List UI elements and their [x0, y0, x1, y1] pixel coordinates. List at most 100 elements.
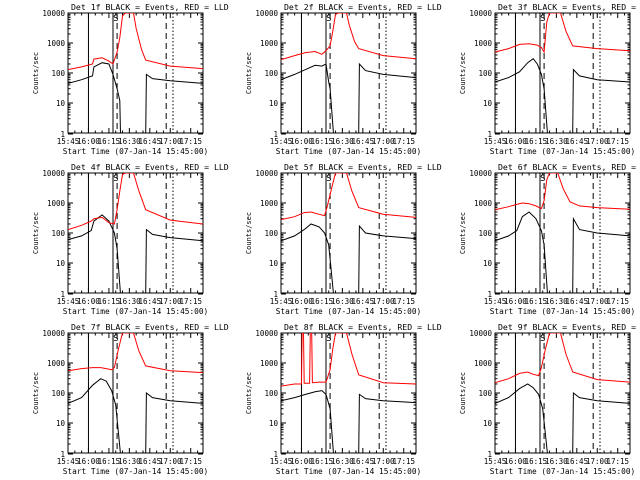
- x-tick-label: 17:15: [606, 297, 629, 306]
- start-annotation: S: [326, 14, 331, 24]
- x-tick-label: 16:15: [525, 457, 548, 466]
- y-tick-label: 10: [483, 419, 493, 428]
- start-annotation: S: [113, 14, 118, 24]
- y-tick-label: 1: [487, 450, 492, 459]
- x-tick-label: 16:00: [504, 137, 527, 146]
- x-axis-label: Start Time (07-Jan-14 15:45:00): [490, 307, 636, 316]
- x-axis-label: Start Time (07-Jan-14 15:45:00): [276, 307, 422, 316]
- y-tick-label: 1: [487, 290, 492, 299]
- series-events: [281, 390, 416, 453]
- x-tick-label: 17:15: [179, 457, 202, 466]
- x-axis-label: Start Time (07-Jan-14 15:45:00): [63, 467, 209, 476]
- x-axis-label: Start Time (07-Jan-14 15:45:00): [490, 147, 636, 156]
- y-tick-label: 1000: [260, 359, 279, 368]
- x-axis-label: Start Time (07-Jan-14 15:45:00): [63, 307, 209, 316]
- x-tick-label: 16:45: [139, 457, 162, 466]
- x-tick-label: 17:15: [392, 137, 415, 146]
- chart-title: Det 2f BLACK = Events, RED = LLD: [284, 2, 442, 12]
- y-axis-label: Counts/sec: [32, 52, 40, 94]
- x-tick-label: 17:00: [372, 297, 395, 306]
- start-annotation: S: [540, 334, 545, 344]
- y-axis-label: Counts/sec: [459, 52, 467, 94]
- series-events: [281, 223, 416, 293]
- y-tick-label: 1000: [47, 39, 66, 48]
- x-tick-label: 16:30: [331, 137, 354, 146]
- x-tick-label: 17:00: [372, 137, 395, 146]
- x-tick-label: 16:30: [545, 297, 568, 306]
- x-tick-label: 16:45: [352, 457, 375, 466]
- y-tick-label: 10000: [255, 9, 278, 18]
- series-lld: [495, 333, 630, 384]
- y-tick-label: 1: [60, 450, 65, 459]
- chart-panel: Det 4f BLACK = Events, RED = LLD 1 10 100 10…: [32, 162, 229, 316]
- y-tick-label: 1000: [260, 39, 279, 48]
- x-axis-label: Start Time (07-Jan-14 15:45:00): [490, 467, 636, 476]
- x-tick-label: 15:45: [484, 297, 507, 306]
- y-axis-label: Counts/sec: [245, 372, 253, 414]
- x-tick-label: 16:15: [525, 137, 548, 146]
- y-tick-label: 1000: [260, 199, 279, 208]
- series-events: [68, 378, 203, 453]
- series-lld: [281, 13, 416, 61]
- x-tick-label: 15:45: [270, 457, 293, 466]
- series-lld: [68, 173, 203, 231]
- y-tick-label: 100: [478, 389, 492, 398]
- y-tick-label: 10000: [469, 9, 492, 18]
- x-tick-label: 17:15: [606, 137, 629, 146]
- x-tick-label: 17:00: [159, 297, 182, 306]
- x-tick-label: 16:45: [139, 137, 162, 146]
- chart-title: Det 3f BLACK = Events, RED = LLD: [498, 2, 640, 12]
- x-tick-label: 16:00: [290, 457, 313, 466]
- x-tick-label: 16:30: [545, 137, 568, 146]
- y-tick-label: 1: [273, 130, 278, 139]
- x-tick-label: 17:00: [586, 137, 609, 146]
- x-tick-label: 16:00: [290, 297, 313, 306]
- x-tick-label: 15:45: [57, 457, 80, 466]
- y-tick-label: 1000: [474, 199, 493, 208]
- y-axis-label: Counts/sec: [245, 52, 253, 94]
- start-annotation: S: [326, 174, 331, 184]
- x-tick-label: 16:45: [139, 297, 162, 306]
- y-tick-label: 1000: [474, 359, 493, 368]
- x-tick-label: 17:15: [606, 457, 629, 466]
- x-tick-label: 15:45: [484, 137, 507, 146]
- chart-title: Det 8f BLACK = Events, RED = LLD: [284, 322, 442, 332]
- y-tick-label: 100: [51, 389, 65, 398]
- start-annotation: S: [540, 174, 545, 184]
- y-tick-label: 10000: [255, 329, 278, 338]
- x-tick-label: 16:00: [77, 137, 100, 146]
- y-tick-label: 1: [60, 130, 65, 139]
- y-tick-label: 10: [56, 99, 66, 108]
- y-tick-label: 10: [56, 419, 66, 428]
- y-tick-label: 10000: [42, 9, 65, 18]
- chart-panel: Det 2f BLACK = Events, RED = LLD 1 10 100 10…: [245, 2, 442, 156]
- chart-title: Det 6f BLACK = Events, RED = LLD: [498, 162, 640, 172]
- y-tick-label: 100: [51, 229, 65, 238]
- y-tick-label: 1: [273, 450, 278, 459]
- x-tick-label: 16:30: [331, 297, 354, 306]
- chart-title: Det 9f BLACK = Events, RED = LLD: [498, 322, 640, 332]
- y-tick-label: 10: [269, 259, 279, 268]
- x-tick-label: 17:15: [392, 297, 415, 306]
- series-lld: [68, 333, 203, 374]
- x-tick-label: 16:30: [118, 457, 141, 466]
- series-lld: [281, 173, 416, 221]
- x-tick-label: 16:00: [77, 457, 100, 466]
- chart-panel: Det 6f BLACK = Events, RED = LLD 1 10 100 10…: [459, 162, 640, 316]
- start-annotation: S: [326, 334, 331, 344]
- x-tick-label: 16:00: [77, 297, 100, 306]
- x-tick-label: 16:45: [352, 297, 375, 306]
- y-tick-label: 10000: [255, 169, 278, 178]
- x-tick-label: 17:15: [179, 297, 202, 306]
- series-lld: [495, 173, 630, 211]
- x-tick-label: 17:00: [159, 457, 182, 466]
- chart-title: Det 1f BLACK = Events, RED = LLD: [71, 2, 229, 12]
- y-tick-label: 100: [51, 69, 65, 78]
- start-annotation: S: [540, 14, 545, 24]
- chart-title: Det 5f BLACK = Events, RED = LLD: [284, 162, 442, 172]
- x-tick-label: 16:15: [311, 457, 334, 466]
- x-tick-label: 16:00: [290, 137, 313, 146]
- x-tick-label: 15:45: [57, 137, 80, 146]
- y-tick-label: 1: [487, 130, 492, 139]
- y-tick-label: 10: [269, 419, 279, 428]
